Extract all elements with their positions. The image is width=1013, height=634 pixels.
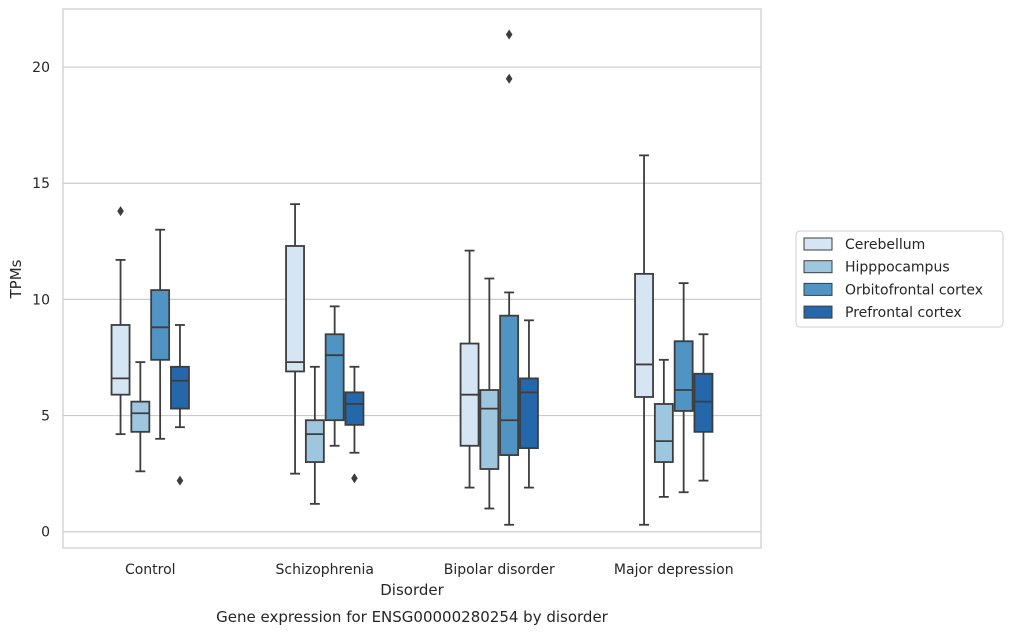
iqr-box xyxy=(499,314,520,456)
box-hipppocampus-1 xyxy=(304,365,325,505)
iqr-box xyxy=(344,391,365,426)
box-cerebellum-1 xyxy=(285,203,305,475)
box-cerebellum-2 xyxy=(459,249,480,489)
plot-area xyxy=(63,9,761,548)
legend-label: Cerebellum xyxy=(845,237,925,253)
x-tick-label: Control xyxy=(125,562,176,578)
iqr-box xyxy=(110,324,131,396)
legend-label: Hipppocampus xyxy=(845,260,950,276)
box-orbitofrontal-cortex-0 xyxy=(150,228,171,440)
iqr-box xyxy=(634,272,654,398)
iqr-box xyxy=(170,365,190,410)
box-cerebellum-0 xyxy=(110,206,131,436)
box-orbitofrontal-cortex-3 xyxy=(673,282,694,494)
y-tick-label: 15 xyxy=(32,176,50,192)
box-hipppocampus-2 xyxy=(479,277,500,510)
iqr-box xyxy=(653,403,674,463)
outlier-point xyxy=(505,73,513,84)
x-tick-label: Bipolar disorder xyxy=(444,562,555,578)
box-prefrontal-cortex-1 xyxy=(344,365,365,484)
y-tick-labels: 0 5 10 15 20 xyxy=(32,60,50,541)
legend-swatch xyxy=(803,305,833,319)
legend-label: Prefrontal cortex xyxy=(845,305,962,321)
legend-frame xyxy=(795,230,1004,328)
outlier-point xyxy=(117,206,124,217)
outlier-point xyxy=(505,29,513,40)
y-axis-label: TPMs xyxy=(7,259,25,299)
y-tick-label: 20 xyxy=(32,60,50,76)
iqr-box xyxy=(324,333,345,422)
outlier-point xyxy=(176,475,184,486)
y-tick-label: 0 xyxy=(41,525,50,541)
iqr-box xyxy=(130,400,151,433)
x-tick-label: Schizophrenia xyxy=(276,562,374,578)
box-prefrontal-cortex-3 xyxy=(693,333,714,482)
legend: Cerebellum Hipppocampus Orbitofrontal cort… xyxy=(795,230,1004,328)
figure-caption: Gene expression for ENSG00000280254 by d… xyxy=(216,608,609,626)
legend-swatch xyxy=(803,237,833,251)
legend-label: Orbitofrontal cortex xyxy=(845,282,983,298)
y-tick-label: 5 xyxy=(41,409,50,425)
iqr-box xyxy=(150,289,171,361)
x-axis-label: Disorder xyxy=(380,581,444,599)
outlier-point xyxy=(351,473,358,484)
iqr-box xyxy=(693,372,714,433)
x-tick-label: Major depression xyxy=(614,562,734,578)
box-prefrontal-cortex-0 xyxy=(170,324,190,486)
plot-frame xyxy=(62,8,762,549)
x-tick-labels: Control Schizophrenia Bipolar disorder Majo… xyxy=(125,562,734,578)
iqr-box xyxy=(285,245,305,373)
iqr-box xyxy=(673,340,694,412)
box-hipppocampus-3 xyxy=(653,358,674,498)
iqr-box xyxy=(479,389,500,470)
iqr-box xyxy=(304,419,325,463)
box-cerebellum-3 xyxy=(634,154,654,526)
legend-swatch xyxy=(803,282,833,296)
iqr-box xyxy=(519,377,539,449)
box-orbitofrontal-cortex-2 xyxy=(499,29,520,526)
legend-swatch xyxy=(803,260,833,274)
box-hipppocampus-0 xyxy=(130,361,151,473)
y-tick-label: 10 xyxy=(32,292,50,308)
box-series xyxy=(110,29,714,526)
box-orbitofrontal-cortex-1 xyxy=(324,305,345,447)
box-prefrontal-cortex-2 xyxy=(519,319,539,489)
